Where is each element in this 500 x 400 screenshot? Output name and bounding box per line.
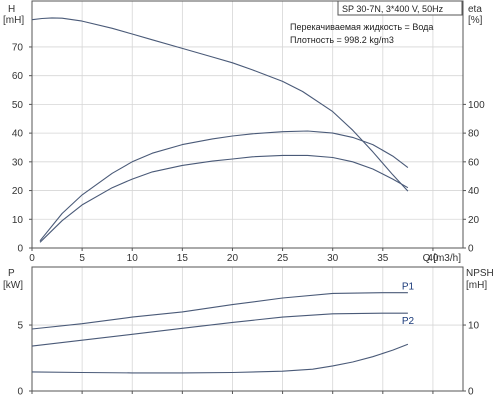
fluid-annotation: Перекачиваемая жидкость = Вода <box>290 22 433 32</box>
y-right-tick-label: 80 <box>468 129 480 140</box>
y-left-tick-label: 20 <box>12 186 24 197</box>
x-axis-label: Q [m3/h] <box>423 253 462 264</box>
x-tick-label: 10 <box>127 253 139 264</box>
y-left-tick-label: 0 <box>17 387 23 398</box>
y-right-axis-unit: [mH] <box>466 280 487 291</box>
y-left-tick-label: 70 <box>12 42 24 53</box>
head-efficiency-panel: 0 5 10 15 20 25 30 35 40 0 10 20 30 40 50 60 70 0 20 40 60 80… <box>3 0 485 264</box>
y-right-tick-label: 0 <box>468 387 474 398</box>
density-annotation: Плотность = 998.2 kg/m3 <box>290 35 394 45</box>
series-label: P1 <box>402 282 415 293</box>
y-left-tick-label: 0 <box>17 244 23 255</box>
title-box-frame <box>337 0 463 16</box>
y-left-axis-unit: [mH] <box>3 15 24 26</box>
series-label: P2 <box>402 316 415 327</box>
y-left-tick-label: 10 <box>12 215 24 226</box>
y-right-axis-label: NPSH <box>466 268 494 279</box>
plot-frame <box>31 0 464 249</box>
y-right-axis-unit: [%] <box>468 15 483 26</box>
series-line <box>31 312 408 347</box>
x-tick-label: 5 <box>79 253 85 264</box>
x-tick-label: 15 <box>177 253 189 264</box>
power-npsh-panel: 0 5 0 10 P[kW] NPSH[mH] P1 P2 <box>3 266 494 398</box>
x-tick-label: 20 <box>227 253 239 264</box>
x-tick-label: 35 <box>377 253 389 264</box>
y-left-tick-label: 40 <box>12 129 24 140</box>
y-left-axis-label: H <box>8 4 15 15</box>
y-left-tick-label: 60 <box>12 71 24 82</box>
series-line <box>39 154 409 243</box>
x-tick-label: 30 <box>327 253 339 264</box>
y-right-tick-label: 60 <box>468 157 480 168</box>
title-box-text: SP 30-7N, 3*400 V, 50Hz <box>342 4 444 14</box>
chart-overlay: SP 30-7N, 3*400 V, 50Hz Перекачиваемая ж… <box>290 0 463 45</box>
y-left-tick-label: 30 <box>12 157 24 168</box>
series-line <box>31 343 409 374</box>
x-tick-label: 40 <box>427 253 439 264</box>
y-right-tick-label: 40 <box>468 186 480 197</box>
y-left-axis-label: P <box>8 268 15 279</box>
y-right-tick-label: 0 <box>468 244 474 255</box>
y-right-axis-label: eta <box>468 4 482 15</box>
x-tick-label: 0 <box>29 253 35 264</box>
y-left-tick-label: 5 <box>17 321 23 332</box>
series-line <box>31 17 409 192</box>
y-right-tick-label: 100 <box>468 100 485 111</box>
y-right-tick-label: 20 <box>468 215 480 226</box>
x-tick-label: 25 <box>277 253 289 264</box>
y-left-axis-unit: [kW] <box>3 280 23 291</box>
y-right-tick-label: 10 <box>468 321 480 332</box>
series-line <box>31 292 408 330</box>
series-line <box>39 130 409 242</box>
y-left-tick-label: 50 <box>12 100 24 111</box>
